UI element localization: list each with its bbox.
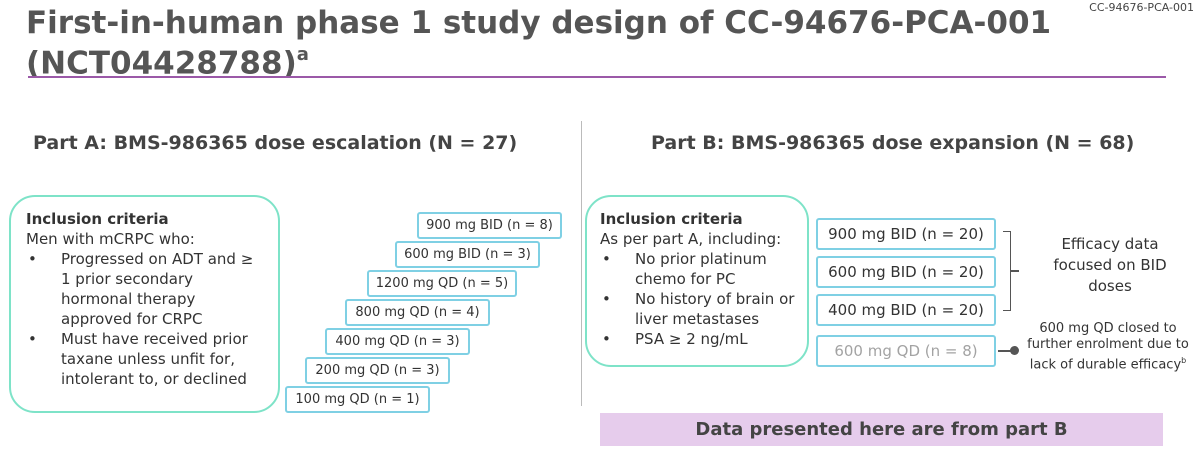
part-a-dose-level: 600 mg BID (n = 3) bbox=[395, 241, 540, 268]
efficacy-note: Efficacy data focused on BID doses bbox=[1053, 235, 1167, 295]
part-a-heading: Part A: BMS-986365 dose escalation (N = … bbox=[33, 132, 518, 154]
part-b-dose-level: 900 mg BID (n = 20) bbox=[816, 218, 996, 250]
part-a-dose-level: 100 mg QD (n = 1) bbox=[285, 386, 430, 413]
part-a-criteria-list: Progressed on ADT and ≥ 1 prior secondar… bbox=[26, 249, 266, 389]
part-b-criterion: No history of brain or liver metastases bbox=[600, 289, 799, 329]
closure-connector-line bbox=[998, 350, 1013, 352]
part-b-dose-level-closed: 600 mg QD (n = 8) bbox=[816, 335, 996, 367]
part-a-criteria-intro: Men with mCRPC who: bbox=[26, 230, 195, 248]
part-b-criteria-intro: As per part A, including: bbox=[600, 230, 782, 248]
closure-note: 600 mg QD closed to further enrolment du… bbox=[1021, 321, 1195, 373]
part-b-criterion: No prior platinum chemo for PC bbox=[600, 249, 799, 289]
part-a-dose-level: 1200 mg QD (n = 5) bbox=[367, 270, 517, 297]
part-a-dose-level: 900 mg BID (n = 8) bbox=[417, 212, 562, 239]
part-b-criteria-heading: Inclusion criteria bbox=[600, 210, 743, 228]
part-a-dose-level: 200 mg QD (n = 3) bbox=[305, 357, 450, 384]
data-source-banner: Data presented here are from part B bbox=[600, 413, 1163, 446]
bid-doses-bracket bbox=[1003, 231, 1011, 311]
part-b-dose-level: 600 mg BID (n = 20) bbox=[816, 256, 996, 288]
bracket-pointer bbox=[1011, 270, 1019, 272]
closure-footnote-marker: b bbox=[1181, 356, 1187, 365]
part-b-dose-level: 400 mg BID (n = 20) bbox=[816, 294, 996, 326]
part-b-criteria-list: No prior platinum chemo for PC No histor… bbox=[600, 249, 799, 349]
title-footnote-marker: a bbox=[296, 44, 309, 65]
closure-connector-dot bbox=[1010, 346, 1019, 355]
part-a-inclusion-criteria: Inclusion criteria Men with mCRPC who: P… bbox=[9, 195, 280, 413]
page-title-text: First-in-human phase 1 study design of C… bbox=[26, 5, 1052, 82]
part-b-heading: Part B: BMS-986365 dose expansion (N = 6… bbox=[651, 132, 1135, 154]
reference-code: CC-94676-PCA-001 bbox=[1089, 1, 1194, 14]
closure-note-text: 600 mg QD closed to further enrolment du… bbox=[1027, 321, 1189, 373]
section-divider bbox=[581, 121, 582, 406]
page-title: First-in-human phase 1 study design of C… bbox=[26, 6, 1106, 80]
part-a-dose-level: 800 mg QD (n = 4) bbox=[345, 299, 490, 326]
part-b-inclusion-criteria: Inclusion criteria As per part A, includ… bbox=[585, 195, 809, 367]
part-a-dose-level: 400 mg QD (n = 3) bbox=[325, 328, 470, 355]
part-b-criterion: PSA ≥ 2 ng/mL bbox=[600, 329, 799, 349]
title-underline bbox=[28, 76, 1166, 78]
part-a-criterion: Progressed on ADT and ≥ 1 prior secondar… bbox=[26, 249, 266, 329]
part-a-criteria-heading: Inclusion criteria bbox=[26, 210, 169, 228]
part-a-criterion: Must have received prior taxane unless u… bbox=[26, 329, 266, 389]
